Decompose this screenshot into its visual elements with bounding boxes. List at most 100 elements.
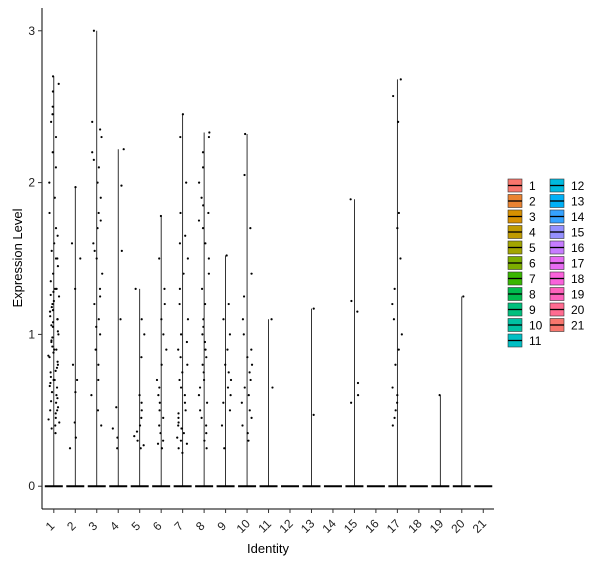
point-1-47 [48, 211, 51, 215]
point-4-3 [115, 406, 118, 409]
point-1-25 [51, 336, 54, 339]
point-7-16 [181, 371, 184, 374]
point-3-9 [98, 287, 102, 290]
point-3-26 [92, 158, 95, 161]
point-10-2 [241, 424, 244, 427]
point-9-0 [223, 447, 226, 450]
point-7-28 [184, 234, 187, 237]
point-1-27 [56, 330, 59, 333]
point-5-9 [138, 394, 141, 397]
point-3-11 [95, 257, 98, 260]
point-4-0 [116, 447, 119, 450]
legend-label-7: 7 [529, 272, 536, 286]
point-8-17 [202, 318, 205, 321]
point-17-8 [400, 333, 403, 336]
x-tick-label-19: 19 [427, 516, 447, 536]
point-7-20 [185, 340, 188, 344]
point-1-7 [56, 406, 60, 409]
point-1-50 [54, 166, 58, 169]
x-tick-label-11: 11 [255, 517, 274, 536]
point-7-11 [184, 409, 187, 412]
point-8-10 [202, 371, 205, 374]
point-4-1 [116, 436, 119, 439]
point-1-16 [49, 371, 52, 374]
point-3-1 [96, 409, 100, 412]
x-tick-label-4: 4 [107, 519, 122, 534]
x-tick-label-3: 3 [86, 519, 101, 534]
point-7-13 [183, 394, 186, 397]
point-15-1 [356, 394, 360, 397]
point-1-66 [51, 309, 55, 312]
x-tick-label-9: 9 [214, 519, 229, 534]
point-8-14 [203, 340, 207, 344]
point-8-6 [205, 401, 209, 404]
point-9-9 [226, 348, 229, 351]
point-9-11 [222, 318, 225, 321]
point-5-6 [140, 416, 143, 420]
point-17-16 [392, 94, 395, 98]
point-6-14 [160, 318, 163, 321]
x-axis-title: Identity [247, 541, 289, 556]
point-8-28 [201, 151, 205, 154]
point-1-5 [54, 412, 57, 415]
point-17-3 [396, 401, 399, 404]
point-1-73 [54, 257, 58, 260]
y-tick-label: 1 [28, 327, 35, 341]
point-4-7 [122, 148, 125, 151]
point-7-31 [179, 135, 182, 139]
point-3-8 [93, 302, 96, 306]
point-1-35 [52, 299, 55, 303]
point-1-19 [56, 360, 59, 363]
y-tick-label: 0 [28, 479, 35, 493]
point-17-0 [391, 424, 394, 427]
point-17-6 [394, 363, 397, 366]
legend-label-17: 17 [571, 257, 585, 271]
point-7-8 [177, 421, 180, 424]
point-3-22 [95, 325, 98, 328]
point-2-6 [74, 287, 77, 290]
point-1-60 [49, 400, 53, 403]
point-3-13 [96, 227, 99, 230]
point-1-22 [55, 348, 58, 351]
point-4-5 [120, 249, 123, 253]
point-6-13 [162, 333, 165, 336]
point-1-15 [49, 375, 52, 379]
point-1-20 [48, 356, 51, 359]
point-2-0 [68, 447, 72, 450]
point-1-28 [51, 325, 55, 328]
point-3-24 [93, 249, 96, 253]
point-10-4 [248, 409, 251, 412]
x-tick-label-18: 18 [405, 516, 425, 536]
point-3-18 [91, 151, 94, 154]
point-1-72 [53, 287, 57, 290]
point-7-0 [181, 451, 184, 454]
point-9-8 [224, 363, 227, 366]
point-10-16 [250, 272, 253, 275]
point-7-9 [177, 416, 180, 420]
point-10-7 [243, 386, 246, 389]
point-1-43 [50, 249, 53, 253]
point-1-9 [56, 397, 59, 400]
x-tick-label-6: 6 [150, 519, 165, 534]
point-7-12 [183, 401, 187, 404]
point-1-17 [55, 366, 59, 369]
point-15-5 [349, 198, 352, 201]
point-3-3 [97, 378, 100, 382]
legend-label-15: 15 [571, 226, 585, 240]
point-17-2 [394, 409, 397, 412]
point-6-16 [163, 287, 166, 290]
point-5-13 [134, 287, 137, 290]
point-8-23 [201, 227, 205, 230]
x-tick-label-14: 14 [319, 516, 339, 536]
x-tick-label-8: 8 [193, 519, 208, 534]
point-1-10 [55, 394, 58, 397]
point-1-8 [54, 401, 58, 404]
point-1-64 [50, 339, 53, 342]
legend-label-20: 20 [571, 303, 585, 317]
point-1-62 [54, 369, 57, 372]
point-15-3 [356, 310, 359, 313]
point-1-71 [56, 318, 59, 321]
point-6-15 [163, 302, 166, 306]
point-1-23 [51, 345, 54, 348]
